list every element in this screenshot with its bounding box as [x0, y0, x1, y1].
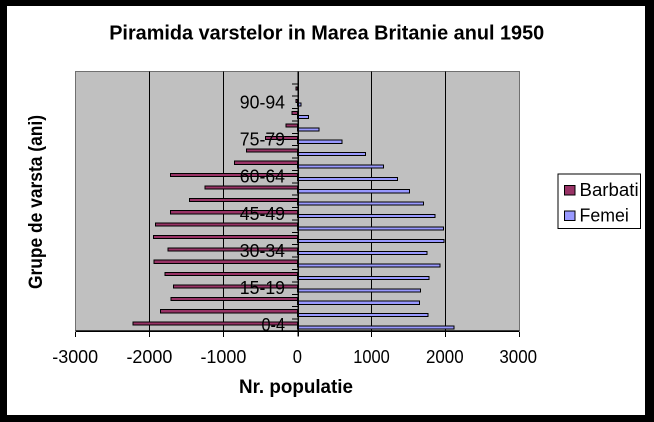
svg-text:Piramida varstelor in Marea Br: Piramida varstelor in Marea Britanie anu… [109, 22, 544, 45]
svg-text:0: 0 [293, 347, 302, 367]
svg-text:45-49: 45-49 [240, 204, 285, 224]
svg-text:0-4: 0-4 [262, 315, 286, 335]
svg-text:30-34: 30-34 [240, 241, 285, 261]
svg-text:-2000: -2000 [126, 347, 172, 367]
svg-text:15-19: 15-19 [240, 278, 285, 298]
svg-text:Femei: Femei [580, 205, 629, 226]
svg-text:90-94: 90-94 [240, 92, 285, 112]
svg-text:Grupe de varsta (ani): Grupe de varsta (ani) [26, 115, 47, 289]
svg-text:1000: 1000 [353, 347, 390, 367]
svg-text:75-79: 75-79 [240, 130, 285, 150]
svg-text:Nr. populatie: Nr. populatie [239, 376, 353, 398]
svg-text:60-64: 60-64 [240, 167, 285, 187]
svg-text:-1000: -1000 [200, 347, 246, 367]
svg-text:3000: 3000 [499, 347, 537, 367]
svg-text:-3000: -3000 [52, 347, 98, 367]
svg-text:Barbati: Barbati [580, 179, 639, 200]
svg-text:2000: 2000 [426, 347, 464, 367]
